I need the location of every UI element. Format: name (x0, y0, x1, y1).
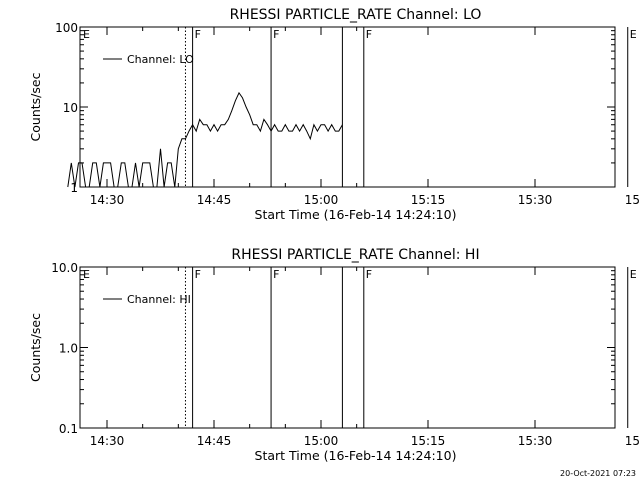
y-tick-label: 0.1 (59, 422, 78, 436)
plot-frame (79, 266, 616, 429)
x-axis-label: Start Time (16-Feb-14 14:24:10) (255, 448, 457, 463)
y-tick-label: 10.0 (51, 261, 78, 275)
x-tick-label: 14:45 (197, 434, 232, 448)
panel-hi: RHESSI PARTICLE_RATE Channel: HI 14:30 14:… (28, 247, 640, 463)
y-tick-label: 1 (70, 181, 78, 195)
x-tick-label: 15:30 (518, 434, 553, 448)
x-tick-label: 15:00 (304, 434, 339, 448)
x-tick-label: 15:30 (518, 193, 553, 207)
x-tick-label: 15:45 (625, 434, 640, 448)
flag-label: F (273, 268, 279, 281)
panel-lo: RHESSI PARTICLE_RATE Channel: LO 14:30 14:… (28, 7, 640, 222)
y-tick-label: 1.0 (59, 342, 78, 356)
flag-label: E (83, 28, 90, 41)
y-axis-label: Counts/sec (28, 72, 43, 141)
footer-timestamp: 20-Oct-2021 07:23 (560, 469, 636, 478)
flag-label: F (195, 268, 201, 281)
x-axis-label: Start Time (16-Feb-14 14:24:10) (255, 207, 457, 222)
flag-label: E (630, 28, 637, 41)
y-axis-label: Counts/sec (28, 313, 43, 382)
chart-title: RHESSI PARTICLE_RATE Channel: HI (231, 247, 479, 263)
flag-label: E (83, 268, 90, 281)
flag-label: F (195, 28, 201, 41)
x-tick-label: 15:00 (304, 193, 339, 207)
x-tick-label: 14:45 (197, 193, 232, 207)
legend-label: Channel: HI (127, 293, 191, 306)
flag-label: E (630, 268, 637, 281)
legend-label: Channel: LO (127, 53, 194, 66)
x-tick-label: 15:15 (411, 193, 446, 207)
x-tick-label: 14:30 (90, 434, 125, 448)
flag-label: F (366, 268, 372, 281)
x-tick-label: 15:15 (411, 434, 446, 448)
y-tick-label: 100 (55, 21, 78, 35)
y-tick-label: 10 (63, 101, 78, 115)
plot-frame (79, 26, 616, 188)
x-tick-label: 14:30 (90, 193, 125, 207)
flag-label: F (366, 28, 372, 41)
chart-title: RHESSI PARTICLE_RATE Channel: LO (230, 7, 482, 23)
series-line-channel-lo (67, 91, 343, 188)
flag-label: F (273, 28, 279, 41)
x-tick-label: 15:45 (625, 193, 640, 207)
